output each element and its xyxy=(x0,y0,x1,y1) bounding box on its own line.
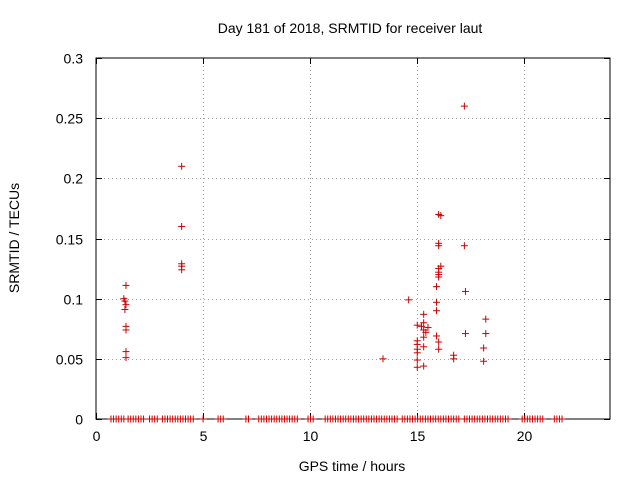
data-point xyxy=(435,345,443,353)
data-point xyxy=(199,415,207,423)
data-point xyxy=(482,315,490,323)
data-point xyxy=(420,362,428,370)
data-point xyxy=(413,356,421,364)
data-point xyxy=(420,310,428,318)
data-point xyxy=(309,415,317,423)
data-point xyxy=(437,262,445,270)
chart-title: Day 181 of 2018, SRMTID for receiver lau… xyxy=(218,20,483,36)
data-point xyxy=(189,415,197,423)
data-point xyxy=(437,212,445,220)
data-point xyxy=(435,242,443,250)
x-tick-label: 0 xyxy=(93,428,101,444)
y-tick-label: 0.25 xyxy=(56,111,83,127)
y-tick-label: 0.15 xyxy=(56,232,83,248)
data-point xyxy=(244,415,252,423)
data-point xyxy=(433,298,441,306)
data-point xyxy=(435,273,443,281)
data-point xyxy=(461,287,469,295)
data-point xyxy=(504,415,512,423)
data-point xyxy=(122,281,130,289)
data-point xyxy=(420,343,428,351)
data-point xyxy=(122,301,130,309)
data-point xyxy=(480,344,488,352)
data-point xyxy=(558,415,566,423)
data-point xyxy=(435,338,443,346)
data-point xyxy=(122,348,130,356)
y-tick-label: 0.3 xyxy=(64,51,84,67)
data-point xyxy=(121,305,129,313)
data-point xyxy=(433,283,441,291)
data-point xyxy=(461,330,469,338)
data-point xyxy=(122,326,130,334)
data-point xyxy=(460,102,468,110)
data-point xyxy=(178,222,186,230)
data-point xyxy=(418,322,426,330)
data-point xyxy=(424,324,432,332)
data-point xyxy=(433,307,441,315)
y-tick-label: 0 xyxy=(75,412,83,428)
x-tick-label: 10 xyxy=(303,428,319,444)
data-point xyxy=(450,355,458,363)
data-point xyxy=(413,321,421,329)
data-point xyxy=(293,415,301,423)
grid-layer xyxy=(96,58,610,419)
data-point xyxy=(219,415,227,423)
data-point xyxy=(405,296,413,304)
data-point xyxy=(420,333,428,341)
x-tick-labels: 0 5 10 15 20 xyxy=(93,428,533,444)
data-point xyxy=(178,266,186,274)
data-point xyxy=(539,415,547,423)
data-point xyxy=(140,415,148,423)
y-axis-label: SRMTID / TECUs xyxy=(6,183,22,293)
data-point xyxy=(121,297,129,305)
x-tick-label: 20 xyxy=(517,428,533,444)
data-point xyxy=(413,363,421,371)
data-point xyxy=(422,328,430,336)
data-point xyxy=(460,242,468,250)
x-axis-label: GPS time / hours xyxy=(299,458,406,474)
data-point xyxy=(178,162,186,170)
data-point xyxy=(420,319,428,327)
y-tick-label: 0.05 xyxy=(56,352,83,368)
y-tick-label: 0.1 xyxy=(64,292,84,308)
x-tick-label: 5 xyxy=(200,428,208,444)
data-point xyxy=(482,330,490,338)
data-point xyxy=(379,355,387,363)
x-tick-label: 15 xyxy=(410,428,426,444)
data-point xyxy=(122,354,130,362)
y-tick-label: 0.2 xyxy=(64,171,84,187)
data-point xyxy=(433,332,441,340)
data-points xyxy=(107,102,566,423)
data-point xyxy=(413,349,421,357)
data-point xyxy=(480,357,488,365)
y-tick-labels: 0 0.05 0.1 0.15 0.2 0.25 0.3 xyxy=(56,51,83,428)
